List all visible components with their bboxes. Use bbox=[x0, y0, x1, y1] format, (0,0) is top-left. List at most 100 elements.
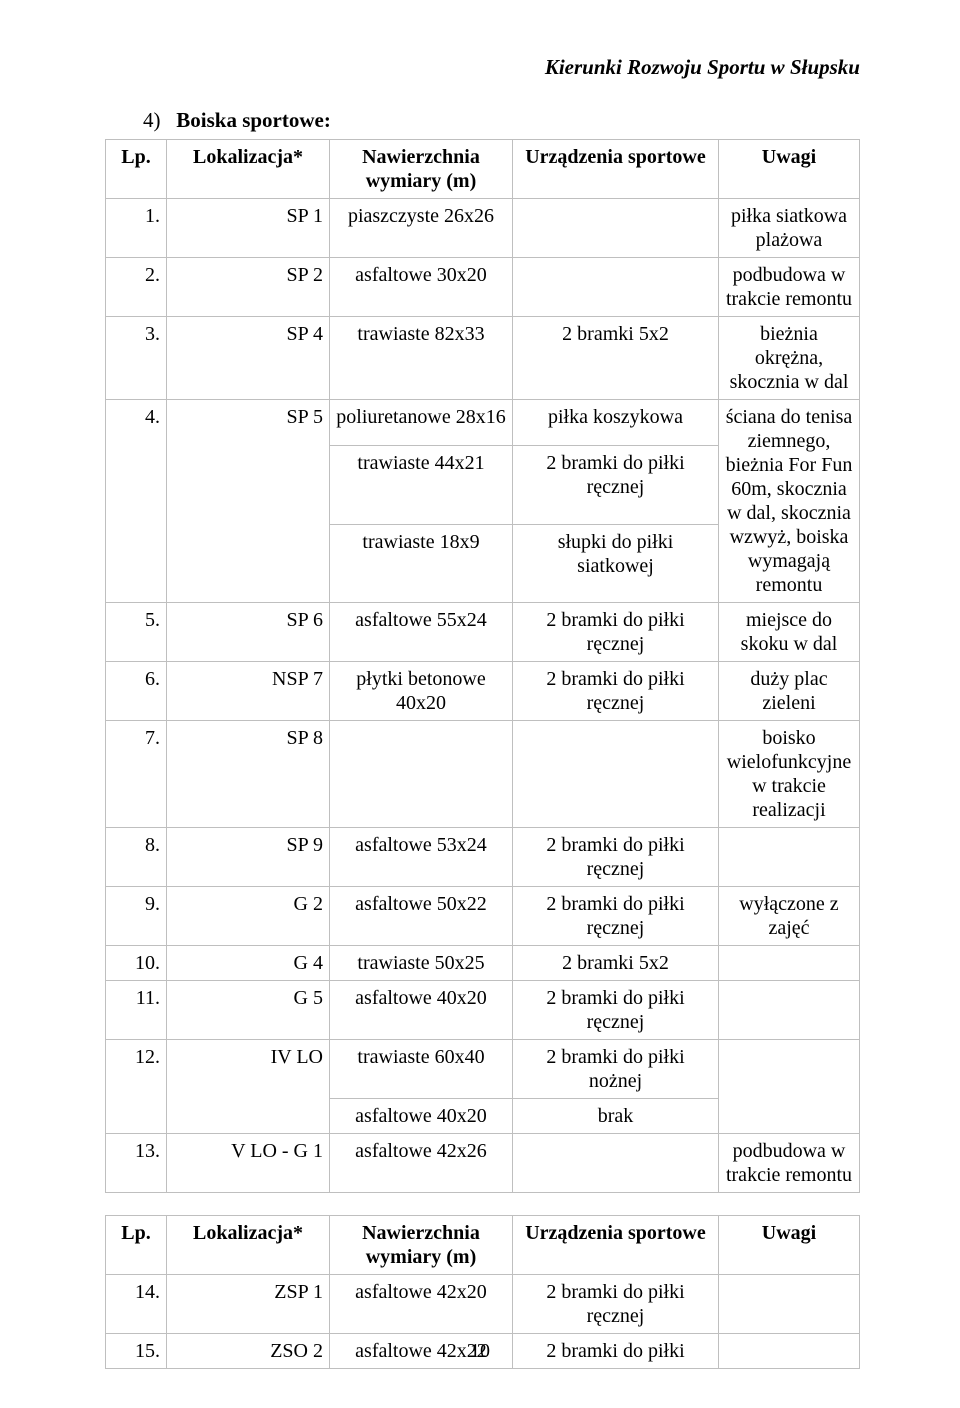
cell-lp: 2. bbox=[106, 258, 167, 317]
table-row: 6. NSP 7 płytki betonowe 40x20 2 bramki … bbox=[106, 662, 860, 721]
cell-urz: 2 bramki do piłki ręcznej bbox=[513, 828, 719, 887]
cell-lok: NSP 7 bbox=[167, 662, 330, 721]
cell-naw bbox=[330, 721, 513, 828]
cell-urz: 2 bramki do piłki ręcznej bbox=[513, 887, 719, 946]
cell-urz: 2 bramki do piłki ręcznej bbox=[513, 446, 719, 524]
cell-urz: 2 bramki do piłki ręcznej bbox=[513, 603, 719, 662]
section-num: 4) bbox=[143, 108, 171, 133]
cell-lp: 10. bbox=[106, 946, 167, 981]
cell-naw: asfaltowe 50x22 bbox=[330, 887, 513, 946]
cell-lp: 9. bbox=[106, 887, 167, 946]
cell-lok: G 4 bbox=[167, 946, 330, 981]
page-number: 10 bbox=[0, 1340, 960, 1363]
cell-uw: miejsce do skoku w dal bbox=[719, 603, 860, 662]
cell-naw: trawiaste 50x25 bbox=[330, 946, 513, 981]
table-row: 9. G 2 asfaltowe 50x22 2 bramki do piłki… bbox=[106, 887, 860, 946]
cell-naw: asfaltowe 40x20 bbox=[330, 981, 513, 1040]
col-lp: Lp. bbox=[106, 140, 167, 199]
cell-naw: asfaltowe 55x24 bbox=[330, 603, 513, 662]
cell-naw: asfaltowe 53x24 bbox=[330, 828, 513, 887]
cell-uw bbox=[719, 981, 860, 1040]
cell-lok: ZSP 1 bbox=[167, 1275, 330, 1334]
cell-naw: asfaltowe 40x20 bbox=[330, 1099, 513, 1134]
cell-uw: podbudowa w trakcie remontu bbox=[719, 1134, 860, 1193]
cell-uw bbox=[719, 828, 860, 887]
cell-naw: asfaltowe 30x20 bbox=[330, 258, 513, 317]
cell-naw: trawiaste 82x33 bbox=[330, 317, 513, 400]
cell-lok: SP 5 bbox=[167, 400, 330, 603]
cell-lok: SP 8 bbox=[167, 721, 330, 828]
cell-lp: 1. bbox=[106, 199, 167, 258]
col-urz: Urządzenia sportowe bbox=[513, 140, 719, 199]
cell-uw: ściana do tenisa ziemnego, bieżnia For F… bbox=[719, 400, 860, 603]
cell-lp: 5. bbox=[106, 603, 167, 662]
cell-urz: 2 bramki do piłki ręcznej bbox=[513, 1275, 719, 1334]
cell-urz bbox=[513, 721, 719, 828]
cell-uw: duży plac zieleni bbox=[719, 662, 860, 721]
cell-lok: IV LO bbox=[167, 1040, 330, 1134]
col-urz: Urządzenia sportowe bbox=[513, 1216, 719, 1275]
cell-lp: 12. bbox=[106, 1040, 167, 1134]
cell-lp: 3. bbox=[106, 317, 167, 400]
cell-uw: wyłączone z zajęć bbox=[719, 887, 860, 946]
cell-lok: SP 2 bbox=[167, 258, 330, 317]
cell-naw: piaszczyste 26x26 bbox=[330, 199, 513, 258]
cell-lok: SP 4 bbox=[167, 317, 330, 400]
cell-urz: 2 bramki 5x2 bbox=[513, 946, 719, 981]
cell-lok: G 2 bbox=[167, 887, 330, 946]
table-row: 10. G 4 trawiaste 50x25 2 bramki 5x2 bbox=[106, 946, 860, 981]
cell-urz: 2 bramki 5x2 bbox=[513, 317, 719, 400]
cell-urz: 2 bramki do piłki ręcznej bbox=[513, 981, 719, 1040]
col-naw: Nawierzchnia wymiary (m) bbox=[330, 140, 513, 199]
cell-lok: G 5 bbox=[167, 981, 330, 1040]
table-boiska: Lp. Lokalizacja* Nawierzchnia wymiary (m… bbox=[105, 139, 860, 1193]
col-uw: Uwagi bbox=[719, 140, 860, 199]
cell-lok: SP 6 bbox=[167, 603, 330, 662]
cell-urz bbox=[513, 199, 719, 258]
cell-uw bbox=[719, 946, 860, 981]
cell-naw: poliuretanowe 28x16 bbox=[330, 400, 513, 446]
cell-naw: trawiaste 44x21 bbox=[330, 446, 513, 524]
table-row: 5. SP 6 asfaltowe 55x24 2 bramki do piłk… bbox=[106, 603, 860, 662]
cell-lp: 6. bbox=[106, 662, 167, 721]
page-header: Kierunki Rozwoju Sportu w Słupsku bbox=[105, 55, 860, 80]
table-header-row: Lp. Lokalizacja* Nawierzchnia wymiary (m… bbox=[106, 140, 860, 199]
cell-lp: 13. bbox=[106, 1134, 167, 1193]
cell-urz bbox=[513, 258, 719, 317]
cell-uw: boisko wielofunkcyjne w trakcie realizac… bbox=[719, 721, 860, 828]
cell-urz: 2 bramki do piłki ręcznej bbox=[513, 662, 719, 721]
col-lp: Lp. bbox=[106, 1216, 167, 1275]
cell-urz bbox=[513, 1134, 719, 1193]
cell-lok: V LO - G 1 bbox=[167, 1134, 330, 1193]
cell-lok: SP 9 bbox=[167, 828, 330, 887]
table-row: 1. SP 1 piaszczyste 26x26 piłka siatkowa… bbox=[106, 199, 860, 258]
cell-urz: słupki do piłki siatkowej bbox=[513, 524, 719, 602]
cell-uw: bieżnia okrężna, skocznia w dal bbox=[719, 317, 860, 400]
section-title: 4) Boiska sportowe: bbox=[143, 108, 860, 133]
cell-uw bbox=[719, 1040, 860, 1134]
cell-naw: asfaltowe 42x26 bbox=[330, 1134, 513, 1193]
table-row: 11. G 5 asfaltowe 40x20 2 bramki do piłk… bbox=[106, 981, 860, 1040]
cell-urz: piłka koszykowa bbox=[513, 400, 719, 446]
table-row: 7. SP 8 boisko wielofunkcyjne w trakcie … bbox=[106, 721, 860, 828]
table-row: 3. SP 4 trawiaste 82x33 2 bramki 5x2 bie… bbox=[106, 317, 860, 400]
col-lok: Lokalizacja* bbox=[167, 140, 330, 199]
col-naw: Nawierzchnia wymiary (m) bbox=[330, 1216, 513, 1275]
table-row: 14. ZSP 1 asfaltowe 42x20 2 bramki do pi… bbox=[106, 1275, 860, 1334]
cell-lp: 11. bbox=[106, 981, 167, 1040]
table-row: 8. SP 9 asfaltowe 53x24 2 bramki do piłk… bbox=[106, 828, 860, 887]
table-header-row: Lp. Lokalizacja* Nawierzchnia wymiary (m… bbox=[106, 1216, 860, 1275]
col-lok: Lokalizacja* bbox=[167, 1216, 330, 1275]
cell-urz: 2 bramki do piłki nożnej bbox=[513, 1040, 719, 1099]
cell-urz: brak bbox=[513, 1099, 719, 1134]
cell-uw bbox=[719, 1275, 860, 1334]
cell-uw: podbudowa w trakcie remontu bbox=[719, 258, 860, 317]
table-row: 12. IV LO trawiaste 60x40 2 bramki do pi… bbox=[106, 1040, 860, 1099]
section-label: Boiska sportowe: bbox=[176, 108, 331, 132]
cell-uw: piłka siatkowa plażowa bbox=[719, 199, 860, 258]
cell-lp: 4. bbox=[106, 400, 167, 603]
table-row: 13. V LO - G 1 asfaltowe 42x26 podbudowa… bbox=[106, 1134, 860, 1193]
cell-naw: trawiaste 18x9 bbox=[330, 524, 513, 602]
table-row: 4. SP 5 poliuretanowe 28x16 piłka koszyk… bbox=[106, 400, 860, 446]
cell-naw: płytki betonowe 40x20 bbox=[330, 662, 513, 721]
